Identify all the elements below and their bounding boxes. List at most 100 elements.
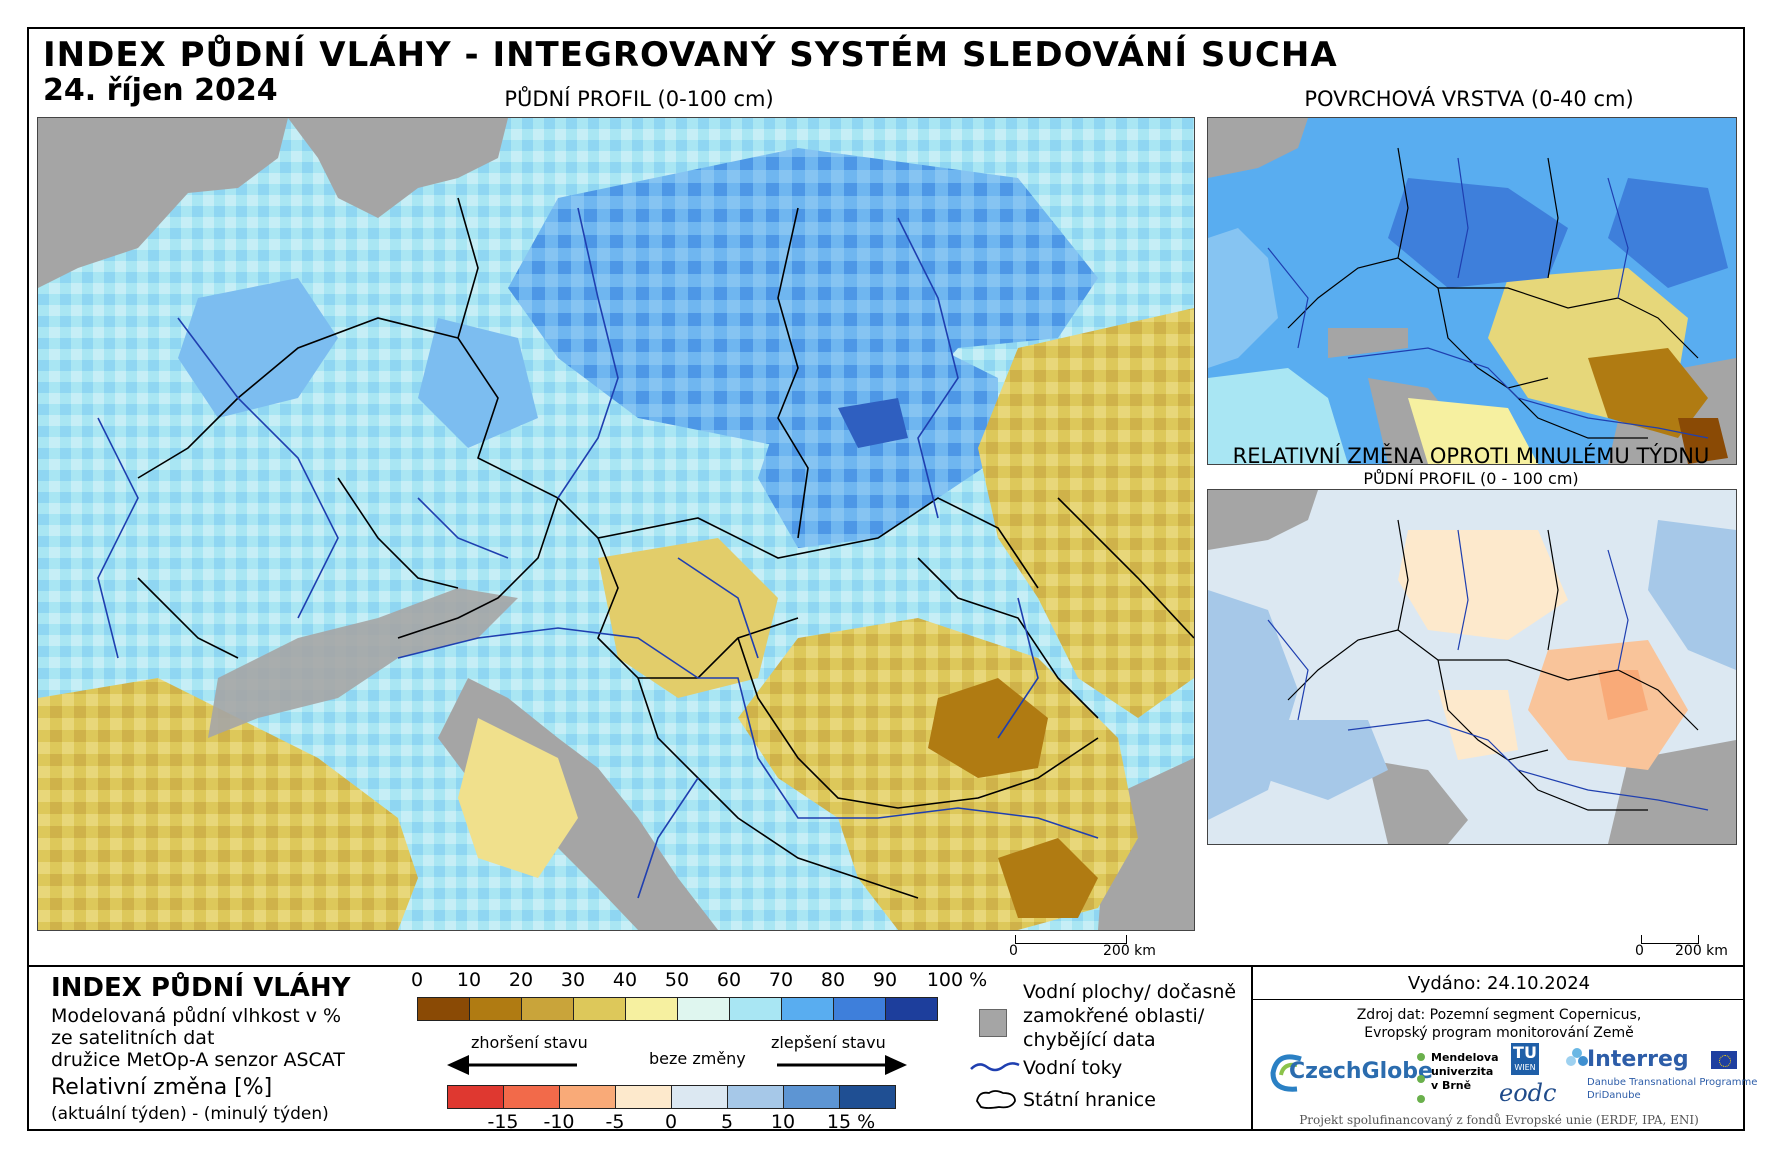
change-tick-label: 15 % (826, 1111, 876, 1133)
main-soil-moisture-map (37, 117, 1195, 931)
change-tick-label: -10 (543, 1111, 575, 1133)
funding-footer: Projekt spolufinancovaný z fondů Evropsk… (1299, 1113, 1699, 1127)
change-colorbar-swatch (839, 1085, 896, 1109)
info-divider (1251, 965, 1253, 1131)
main-scalebar (1015, 935, 1127, 944)
index-colorbar (417, 997, 938, 1021)
missing-data-swatch (979, 1009, 1007, 1037)
main-scalebar-km: 200 km (1103, 943, 1156, 959)
change-map-graphic (1208, 490, 1736, 844)
change-tick-labels: -15 -10 -5 0 5 10 15 % (447, 1109, 895, 1133)
worse-label: zhoršení stavu (471, 1033, 588, 1052)
index-tick-label: 30 (560, 969, 586, 991)
change-tick-label: 0 (664, 1111, 678, 1133)
relative-change-map (1207, 489, 1737, 845)
index-colorbar-swatch (469, 997, 522, 1021)
change-colorbar-swatch (615, 1085, 672, 1109)
surface-map-graphic (1208, 118, 1736, 464)
issue-date: 24. říjen 2024 (43, 73, 278, 108)
index-colorbar-swatch (677, 997, 730, 1021)
small-scalebar-zero: 0 (1635, 943, 1644, 959)
eodc-logo: eodc (1499, 1079, 1557, 1107)
interreg-flower-icon (1566, 1048, 1588, 1066)
index-tick-label: 60 (716, 969, 742, 991)
index-tick-label: 10 (456, 969, 482, 991)
water-label-3: chybějící data (1023, 1029, 1156, 1051)
legend-divider (29, 965, 1743, 967)
change-colorbar-swatch (559, 1085, 616, 1109)
page-title: INDEX PŮDNÍ VLÁHY - INTEGROVANÝ SYSTÉM S… (43, 35, 1338, 75)
change-label: Relativní změna [%] (51, 1075, 273, 1100)
index-tick-label: 0 (410, 969, 424, 991)
main-map-graphic (38, 118, 1194, 930)
index-tick-label: 70 (768, 969, 794, 991)
mendel-line-2: univerzita (1431, 1065, 1494, 1078)
change-sublabel: (aktuální týden) - (minulý týden) (51, 1104, 329, 1124)
mendel-line-1: Mendelova (1431, 1051, 1499, 1064)
water-label-1: Vodní plochy/ dočasně (1023, 981, 1237, 1003)
legend-line-1: Modelovaná půdní vlhkost v % (51, 1005, 342, 1027)
mendel-logo: Mendelova univerzita v Brně (1417, 1051, 1507, 1115)
source-line-2: Evropský program monitorování Země (1364, 1025, 1634, 1041)
index-colorbar-swatch (781, 997, 834, 1021)
change-colorbar (447, 1085, 896, 1109)
change-colorbar-swatch (503, 1085, 560, 1109)
better-label: zlepšení stavu (771, 1033, 886, 1052)
change-tick-label: -15 (487, 1111, 519, 1133)
change-tick-label: -5 (605, 1111, 625, 1133)
danube-text-1: Danube Transnational Programme (1587, 1077, 1758, 1088)
surface-map-title: POVRCHOVÁ VRSTVA (0-40 cm) (1304, 87, 1634, 111)
source-line-1: Zdroj dat: Pozemní segment Copernicus, (1356, 1007, 1642, 1023)
mendel-line-3: v Brně (1431, 1079, 1472, 1092)
change-map-subtitle: PŮDNÍ PROFIL (0 - 100 cm) (1363, 469, 1579, 488)
index-tick-label: 80 (820, 969, 846, 991)
czechglobe-text: CzechGlobe (1289, 1059, 1433, 1084)
index-colorbar-swatch (573, 997, 626, 1021)
interreg-logo: Interreg Danube Transnational Programme … (1563, 1045, 1757, 1115)
legend-line-3: družice MetOp-A senzor ASCAT (51, 1049, 345, 1071)
interreg-text: Interreg (1587, 1047, 1689, 1072)
poster-frame: INDEX PŮDNÍ VLÁHY - INTEGROVANÝ SYSTÉM S… (27, 27, 1757, 1133)
change-colorbar-swatch (671, 1085, 728, 1109)
index-tick-label: 20 (508, 969, 534, 991)
change-arrows (447, 1055, 907, 1075)
small-scalebar-km: 200 km (1675, 943, 1728, 959)
index-colorbar-swatch (521, 997, 574, 1021)
legend-line-2: ze satelitních dat (51, 1027, 215, 1049)
borders-label: Státní hranice (1023, 1089, 1156, 1111)
change-tick-label: 5 (720, 1111, 734, 1133)
issued-divider (1251, 999, 1745, 1000)
index-colorbar-swatch (729, 997, 782, 1021)
index-colorbar-swatch (885, 997, 938, 1021)
nochange-label: beze změny (649, 1049, 746, 1068)
legend-title: INDEX PŮDNÍ VLÁHY (51, 973, 351, 1003)
border-symbol-icon (976, 1090, 1016, 1109)
tu-text: TU (1513, 1043, 1537, 1062)
small-scalebar (1641, 935, 1699, 944)
change-colorbar-swatch (447, 1085, 504, 1109)
change-colorbar-swatch (727, 1085, 784, 1109)
index-tick-labels: 0 10 20 30 40 50 60 70 80 90 100 % (375, 969, 987, 993)
water-label-2: zamokřené oblasti/ (1023, 1005, 1205, 1027)
main-scalebar-zero: 0 (1009, 943, 1018, 959)
eu-flag-icon (1711, 1051, 1737, 1069)
index-colorbar-swatch (417, 997, 470, 1021)
issued-date: Vydáno: 24.10.2024 (1407, 973, 1591, 994)
index-colorbar-swatch (833, 997, 886, 1021)
index-colorbar-swatch (625, 997, 678, 1021)
river-symbol-icon (970, 1062, 1020, 1072)
index-tick-label: 90 (872, 969, 898, 991)
danube-text-2: DriDanube (1587, 1090, 1641, 1101)
change-tick-label: 10 (770, 1111, 796, 1133)
index-tick-label: 40 (612, 969, 638, 991)
change-map-title: RELATIVNÍ ZMĚNA OPROTI MINULÉMU TÝDNU (1232, 444, 1710, 468)
czechglobe-swirl-icon (1270, 1054, 1302, 1092)
index-tick-label: 100 % (926, 969, 988, 991)
index-tick-label: 50 (664, 969, 690, 991)
rivers-label: Vodní toky (1023, 1057, 1123, 1079)
tu-wien-logo: TU WIEN (1511, 1043, 1539, 1075)
change-colorbar-swatch (783, 1085, 840, 1109)
surface-soil-moisture-map (1207, 117, 1737, 465)
czechglobe-logo: CzechGlobe (1267, 1047, 1433, 1103)
main-map-title: PŮDNÍ PROFIL (0-100 cm) (504, 87, 774, 111)
